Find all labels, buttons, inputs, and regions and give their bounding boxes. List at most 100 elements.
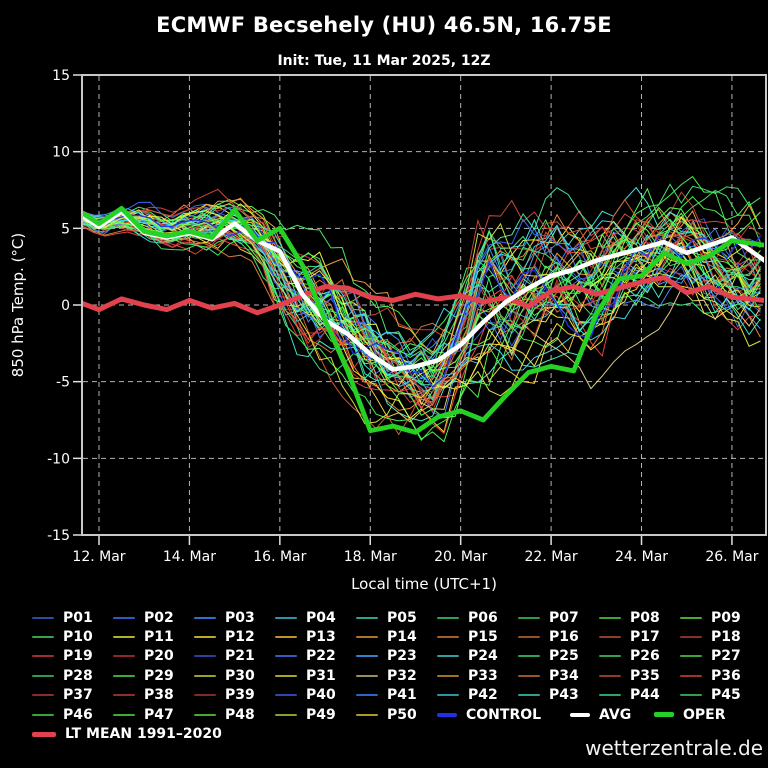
legend-swatch <box>437 712 457 717</box>
legend-item-p49: P49 <box>273 708 354 722</box>
legend-item-p28: P28 <box>30 669 111 683</box>
legend-item-p19: P19 <box>30 649 111 663</box>
legend-swatch <box>599 636 621 639</box>
legend-label: P44 <box>630 687 660 704</box>
legend-label: P19 <box>63 648 93 665</box>
legend-swatch <box>356 636 378 639</box>
legend-swatch <box>32 616 54 619</box>
legend-label: P47 <box>144 706 174 723</box>
legend-label: P14 <box>387 629 417 646</box>
legend-label: P04 <box>306 609 336 626</box>
legend-item-p48: P48 <box>192 708 273 722</box>
legend-swatch <box>518 616 540 619</box>
legend-row: P28 P29 P30 P31 P32 P33 P34 P35 P36 <box>30 666 768 685</box>
legend-item-p11: P11 <box>111 630 192 644</box>
legend-label: LT MEAN 1991–2020 <box>65 726 222 743</box>
legend-swatch <box>194 694 216 697</box>
legend-item-p10: P10 <box>30 630 111 644</box>
highlighted-series <box>83 205 764 435</box>
y-tick-label: -5 <box>56 375 70 391</box>
member-line <box>83 191 761 338</box>
chart-subtitle: Init: Tue, 11 Mar 2025, 12Z <box>277 53 491 69</box>
legend-swatch <box>356 655 378 658</box>
y-tick-label: 15 <box>52 68 70 84</box>
legend-item-p18: P18 <box>678 630 759 644</box>
legend-swatch <box>518 636 540 639</box>
legend-item-p05: P05 <box>354 611 435 625</box>
legend-item-p24: P24 <box>435 649 516 663</box>
legend-row: P10 P11 P12 P13 P14 P15 P16 P17 P18 <box>30 627 768 646</box>
legend-label: P27 <box>711 648 741 665</box>
legend-item-p09: P09 <box>678 611 759 625</box>
x-axis-title: Local time (UTC+1) <box>351 575 497 593</box>
member-line <box>83 195 761 355</box>
legend-swatch <box>680 694 702 697</box>
legend-label: P31 <box>306 667 336 684</box>
member-line <box>83 175 761 442</box>
legend-label: P02 <box>144 609 174 626</box>
legend-label: P38 <box>144 687 174 704</box>
legend-item-p38: P38 <box>111 688 192 702</box>
legend-label: P01 <box>63 609 93 626</box>
legend-item-control: CONTROL <box>435 708 568 722</box>
member-line <box>83 226 761 403</box>
legend-label: P12 <box>225 629 255 646</box>
chart-title: ECMWF Becsehely (HU) 46.5N, 16.75E <box>156 13 612 37</box>
legend-item-lt-mean-1991-2020: LT MEAN 1991–2020 <box>30 727 222 741</box>
legend-swatch <box>654 712 674 718</box>
legend-item-p37: P37 <box>30 688 111 702</box>
legend-swatch <box>32 674 54 677</box>
legend-item-p31: P31 <box>273 669 354 683</box>
legend-swatch <box>275 694 297 697</box>
legend-swatch <box>680 616 702 619</box>
legend-label: P22 <box>306 648 336 665</box>
watermark: wetterzentrale.de <box>585 736 763 760</box>
legend-item-p12: P12 <box>192 630 273 644</box>
legend-item-p34: P34 <box>516 669 597 683</box>
legend-swatch <box>356 674 378 677</box>
legend-item-p22: P22 <box>273 649 354 663</box>
legend-label: P26 <box>630 648 660 665</box>
legend-item-p04: P04 <box>273 611 354 625</box>
legend-item-p16: P16 <box>516 630 597 644</box>
legend-label: P15 <box>468 629 498 646</box>
legend-swatch <box>32 694 54 697</box>
legend-label: P11 <box>144 629 174 646</box>
temperature-ensemble-chart: 12. Mar 14. Mar 16. Mar 18. Mar 20. Mar 22. M… <box>9 68 767 593</box>
legend-item-p36: P36 <box>678 669 759 683</box>
legend-row: P01 P02 P03 P04 P05 P06 P07 P08 P09 <box>30 608 768 627</box>
legend-label: P42 <box>468 687 498 704</box>
legend-label: P09 <box>711 609 741 626</box>
member-line <box>83 187 761 386</box>
legend-label: P20 <box>144 648 174 665</box>
legend-swatch <box>680 636 702 639</box>
member-line <box>83 183 761 378</box>
legend-label: P10 <box>63 629 93 646</box>
member-line <box>83 219 761 356</box>
legend-swatch <box>570 712 590 717</box>
legend-swatch <box>356 616 378 619</box>
legend-item-p03: P03 <box>192 611 273 625</box>
legend-swatch <box>113 616 135 619</box>
axis-ticks <box>73 74 733 545</box>
legend-label: P29 <box>144 667 174 684</box>
legend-swatch <box>113 713 135 716</box>
legend-swatch <box>599 674 621 677</box>
legend-swatch <box>356 694 378 697</box>
oper-line <box>83 205 764 435</box>
legend-swatch <box>599 655 621 658</box>
legend-swatch <box>599 616 621 619</box>
legend-swatch <box>275 616 297 619</box>
legend-label: P40 <box>306 687 336 704</box>
legend-swatch <box>275 713 297 716</box>
legend-item-p02: P02 <box>111 611 192 625</box>
legend-item-p40: P40 <box>273 688 354 702</box>
legend-label: P35 <box>630 667 660 684</box>
member-line <box>83 203 761 351</box>
legend-item-p47: P47 <box>111 708 192 722</box>
legend-row: P46 P47 P48 P49 P50 CONTROL AVG OPER <box>30 705 768 724</box>
legend-label: P08 <box>630 609 660 626</box>
legend-swatch <box>275 636 297 639</box>
plot-frame <box>81 74 767 536</box>
lt-mean-line <box>83 274 764 316</box>
